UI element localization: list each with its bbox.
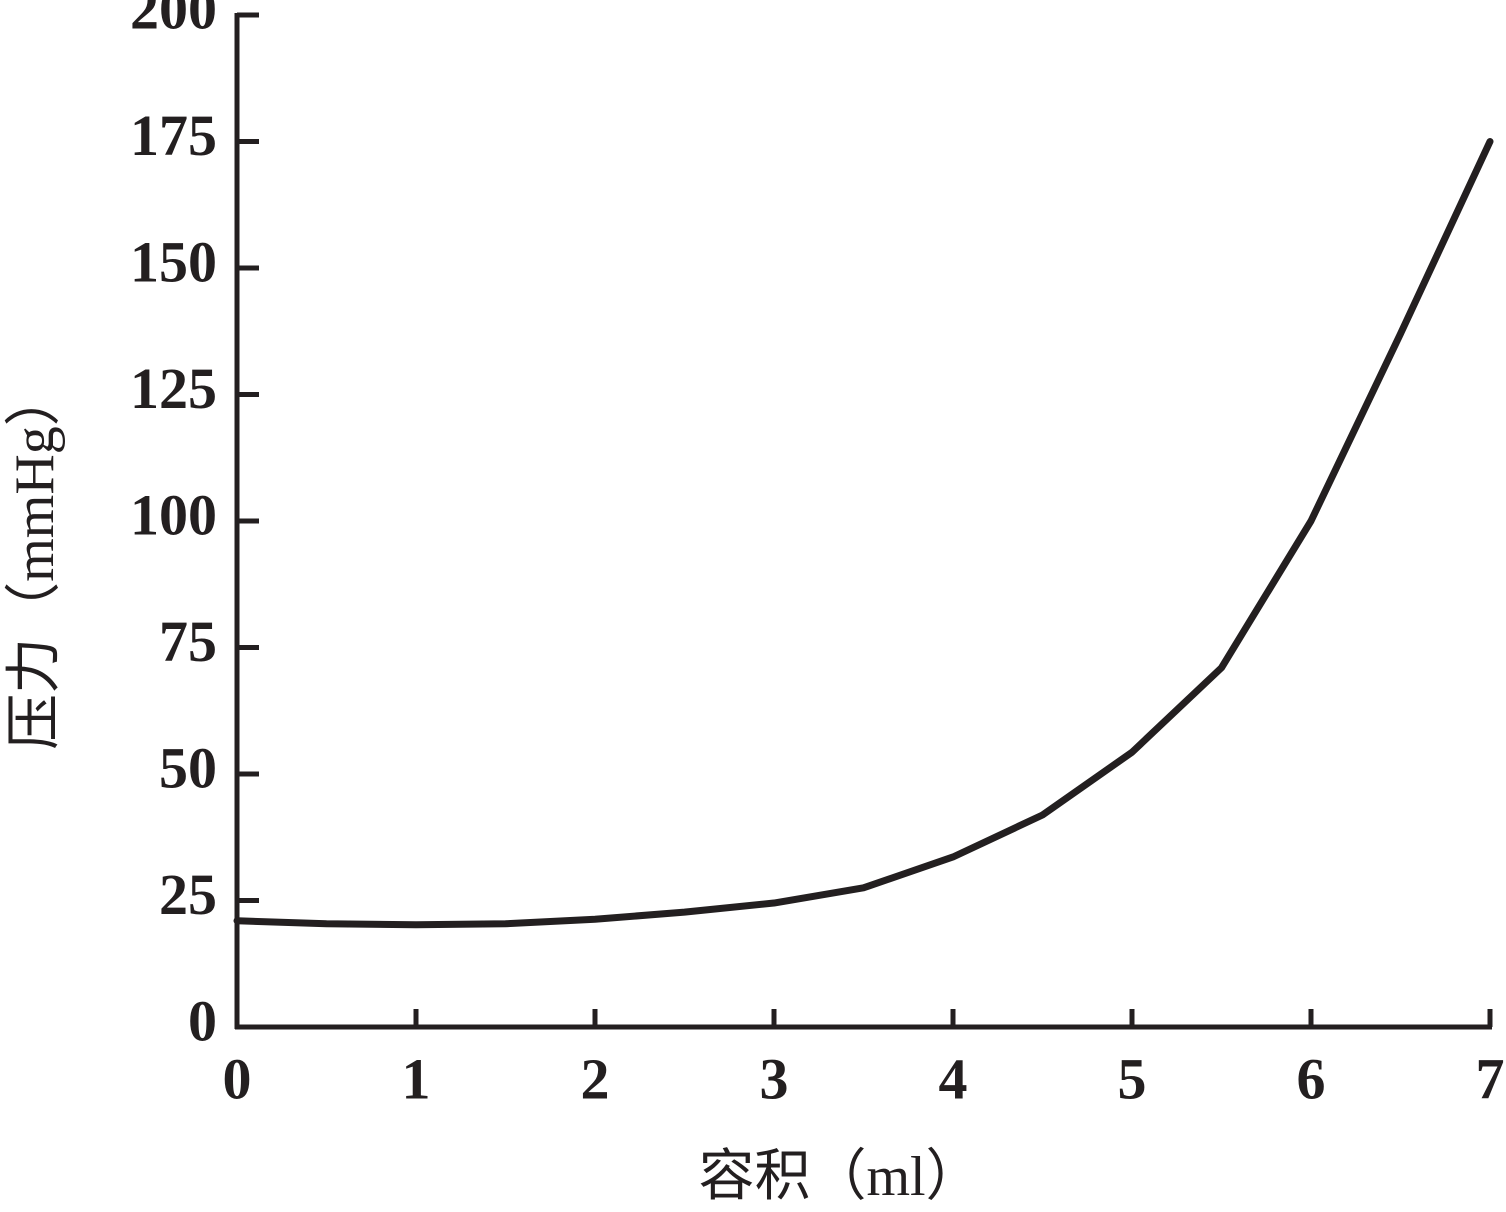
x-tick-label: 5 [1118, 1046, 1147, 1111]
y-tick-label: 125 [130, 356, 217, 421]
y-tick-label: 50 [159, 735, 217, 800]
x-tick-label: 4 [939, 1046, 968, 1111]
x-tick-label: 6 [1297, 1046, 1326, 1111]
x-axis-title: 容积（ml） [698, 1146, 981, 1208]
y-tick-label: 0 [188, 988, 217, 1053]
x-tick-label: 3 [760, 1046, 789, 1111]
x-tick-label: 7 [1476, 1046, 1505, 1111]
y-tick-label: 175 [130, 103, 217, 168]
y-tick-label: 150 [130, 229, 217, 294]
x-tick-label: 2 [581, 1046, 610, 1111]
x-tick-label: 0 [223, 1046, 252, 1111]
y-tick-label: 25 [159, 862, 217, 927]
line [233, 138, 1494, 929]
y-tick-label: 200 [130, 0, 217, 41]
y-tick-label: 100 [130, 482, 217, 547]
x-tick-label: 1 [402, 1046, 431, 1111]
y-tick-label: 75 [159, 609, 217, 674]
y-axis-title: 压力（mmHg） [4, 370, 66, 750]
